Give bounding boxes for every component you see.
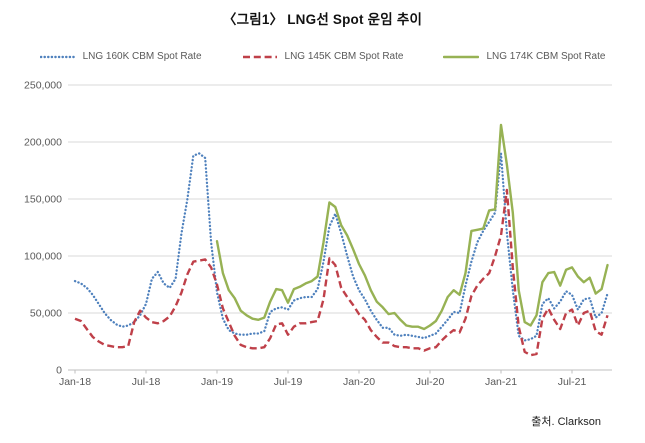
svg-text:100,000: 100,000 (24, 251, 62, 263)
legend-label-174k: LNG 174K CBM Spot Rate (486, 51, 606, 62)
legend-item-145k: LNG 145K CBM Spot Rate (242, 51, 404, 62)
chart-title: 〈그림1〉 LNG선 Spot 운임 추이 (222, 12, 423, 27)
source-note: 출처. Clarkson (531, 416, 601, 428)
svg-text:50,000: 50,000 (30, 308, 62, 320)
svg-text:Jul-18: Jul-18 (132, 376, 161, 388)
svg-text:150,000: 150,000 (24, 194, 62, 206)
legend-label-145k: LNG 145K CBM Spot Rate (284, 51, 404, 62)
svg-text:Jul-21: Jul-21 (558, 376, 587, 388)
dotted-line-icon (39, 55, 76, 58)
svg-text:Jul-19: Jul-19 (274, 376, 303, 388)
svg-text:Jan-20: Jan-20 (343, 376, 375, 388)
svg-text:250,000: 250,000 (24, 80, 62, 92)
legend-label-160k: LNG 160K CBM Spot Rate (82, 51, 202, 62)
legend-item-174k: LNG 174K CBM Spot Rate (443, 51, 605, 62)
svg-text:0: 0 (56, 365, 62, 377)
svg-text:Jan-19: Jan-19 (201, 376, 233, 388)
chart-legend: LNG 160K CBM Spot Rate LNG 145K CBM Spot… (0, 51, 645, 62)
legend-item-160k: LNG 160K CBM Spot Rate (39, 51, 202, 62)
svg-text:Jan-21: Jan-21 (485, 376, 517, 388)
svg-text:Jul-20: Jul-20 (416, 376, 445, 388)
dashed-line-icon (242, 55, 277, 58)
svg-text:Jan-18: Jan-18 (59, 376, 91, 388)
solid-line-icon (443, 55, 480, 58)
svg-text:200,000: 200,000 (24, 137, 62, 149)
